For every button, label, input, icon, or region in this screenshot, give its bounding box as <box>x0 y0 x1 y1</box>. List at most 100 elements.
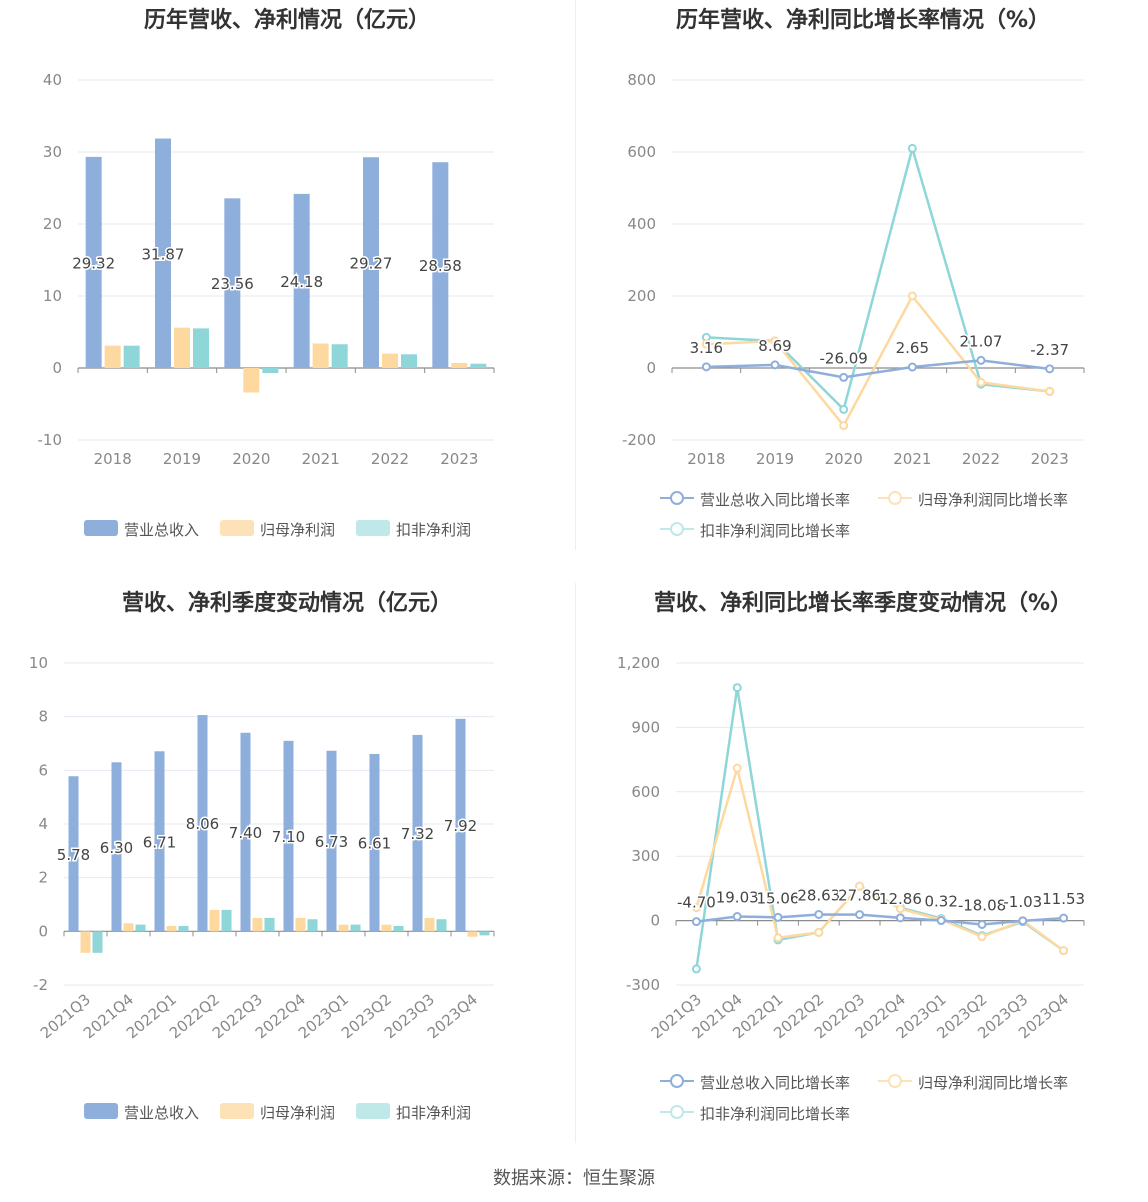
data-point <box>691 917 701 927</box>
data-point <box>701 362 711 372</box>
data-point <box>1059 913 1069 923</box>
y-tick-label: 10 <box>29 654 48 672</box>
chart-title: 营收、净利同比增长率季度变动情况（%） <box>653 591 1073 616</box>
y-tick-label: 0 <box>650 912 660 930</box>
bar-revenue <box>326 750 337 932</box>
data-label: 29.27 <box>350 255 393 273</box>
x-tick-label: 2018 <box>94 450 132 468</box>
y-tick-label: 800 <box>627 71 656 89</box>
x-tick-label: 2022 <box>962 450 1000 468</box>
x-tick-label: 2020 <box>825 450 863 468</box>
data-label: 6.73 <box>315 833 348 851</box>
data-point <box>1045 364 1055 374</box>
quarterly-growth-chart: 营收、净利同比增长率季度变动情况（%） -300 0 300 600 900 1,200 2… <box>576 583 1148 1163</box>
data-label: 7.32 <box>401 825 434 843</box>
y-tick-label: 0 <box>38 922 48 940</box>
bar-net-profit <box>382 353 398 368</box>
data-label: 31.87 <box>142 245 185 263</box>
bar-net-profit <box>467 931 478 937</box>
bar-deducted-profit <box>135 924 146 932</box>
y-tick-label: 600 <box>631 783 660 801</box>
annual-amount-chart: 历年营收、净利情况（亿元） -10 0 10 20 30 40 2018 2019 2020 20… <box>0 0 574 580</box>
bar-deducted-profit <box>123 345 140 368</box>
y-tick-label: 20 <box>43 215 62 233</box>
quarterly-amount-chart: 营收、净利季度变动情况（亿元） -2 0 2 4 6 8 10 2021Q3 2021Q4 202… <box>0 583 574 1163</box>
data-point <box>907 143 917 153</box>
bar-deducted-profit <box>262 368 279 374</box>
y-tick-label: 30 <box>43 143 62 161</box>
data-point <box>1018 916 1028 926</box>
data-label: 23.56 <box>211 275 254 293</box>
data-label: 28.58 <box>419 257 462 275</box>
bar-revenue <box>363 157 379 368</box>
data-point <box>691 964 701 974</box>
data-point <box>839 404 849 414</box>
bar-net-profit <box>338 924 349 932</box>
bar-net-profit <box>424 917 435 932</box>
y-tick-label: -10 <box>38 431 63 449</box>
bar-deducted-profit <box>401 354 417 368</box>
bar-net-profit <box>381 924 392 932</box>
data-label: 0.32 <box>924 893 957 911</box>
data-label: 7.10 <box>272 828 305 846</box>
data-point <box>1045 386 1055 396</box>
data-label: 24.18 <box>280 273 323 291</box>
data-label: -18.08 <box>958 896 1006 914</box>
data-label: 5.78 <box>57 846 90 864</box>
bar-deducted-profit <box>178 925 189 932</box>
y-tick-label: 10 <box>43 287 62 305</box>
data-label: -2.37 <box>1030 341 1069 359</box>
data-point <box>770 336 780 346</box>
y-tick-label: 600 <box>627 143 656 161</box>
y-tick-label: 0 <box>52 359 62 377</box>
bar-net-profit <box>295 917 306 932</box>
data-point <box>839 421 849 431</box>
data-point <box>732 763 742 773</box>
annual-growth-plot: -200 0 200 400 600 800 2018 2019 2020 2021 2022 202… <box>622 71 1085 468</box>
y-tick-label: 400 <box>627 215 656 233</box>
bar-net-profit <box>209 909 220 932</box>
data-label: 2.65 <box>896 339 929 357</box>
bar-revenue <box>154 751 165 932</box>
bar-revenue <box>293 193 310 368</box>
bar-net-profit <box>123 923 134 932</box>
series-line-net-profit-growth <box>695 763 1065 952</box>
data-label: 8.06 <box>186 815 219 833</box>
y-tick-label: 0 <box>646 359 656 377</box>
bar-revenue <box>111 762 122 932</box>
data-label: 28.63 <box>797 886 840 904</box>
data-label: 12.86 <box>879 890 922 908</box>
data-label: 29.32 <box>72 254 115 272</box>
bar-deducted-profit <box>470 363 487 368</box>
bar-deducted-profit <box>331 344 348 368</box>
x-tick-label: 2019 <box>163 450 201 468</box>
data-point <box>839 372 849 382</box>
bar-revenue <box>155 138 171 368</box>
x-tick-label: 2020 <box>232 450 270 468</box>
data-source: 数据来源：恒生聚源 <box>493 1168 655 1189</box>
x-tick-label: 2021 <box>302 450 340 468</box>
bar-deducted-profit <box>393 925 404 932</box>
data-point <box>773 933 783 943</box>
data-point <box>977 919 987 929</box>
data-point <box>1059 946 1069 956</box>
data-label: 8.69 <box>758 337 791 355</box>
y-tick-label: 200 <box>627 287 656 305</box>
y-tick-label: 8 <box>38 708 48 726</box>
data-label: 15.06 <box>757 889 800 907</box>
bar-revenue <box>412 734 423 932</box>
x-tick-label: 2019 <box>756 450 794 468</box>
data-point <box>732 683 742 693</box>
bar-deducted-profit <box>221 909 232 932</box>
data-point <box>814 909 824 919</box>
bar-net-profit <box>166 925 177 932</box>
data-point <box>907 291 917 301</box>
bar-net-profit <box>243 368 260 393</box>
data-point <box>814 927 824 937</box>
chart-title: 历年营收、净利情况（亿元） <box>143 8 430 33</box>
bar-revenue <box>432 162 449 368</box>
data-label: 6.71 <box>143 833 176 851</box>
annual-amount-plot: -10 0 10 20 30 40 2018 2019 2020 2021 2022 2023 29.3… <box>38 71 495 468</box>
series-line-revenue-growth <box>696 913 1064 926</box>
quarterly-amount-plot: -202468102021Q32021Q42022Q12022Q22022Q32… <box>29 654 495 1042</box>
